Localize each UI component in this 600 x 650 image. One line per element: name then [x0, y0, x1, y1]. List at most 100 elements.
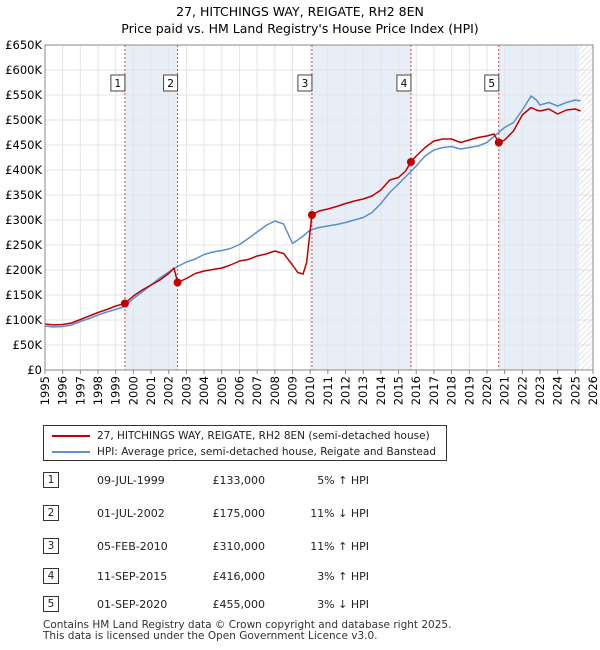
y-tick-label: £500K: [5, 113, 42, 127]
x-tick-label: 2007: [250, 376, 264, 405]
sale-number-badge: 5: [43, 596, 59, 612]
x-tick-label: 2010: [303, 376, 317, 405]
sale-number-badge: 2: [43, 505, 59, 521]
x-tick-label: 2026: [586, 376, 600, 405]
sale-date: 11-SEP-2015: [97, 570, 168, 583]
x-tick-label: 2016: [409, 376, 423, 405]
y-tick-label: £0: [27, 363, 42, 377]
x-tick-label: 2014: [374, 376, 388, 405]
y-tick-label: £450K: [5, 138, 42, 152]
x-tick-label: 2024: [551, 376, 565, 405]
x-tick-label: 1998: [91, 376, 105, 405]
x-tick-label: 2011: [321, 376, 335, 405]
y-tick-label: £200K: [5, 263, 42, 277]
x-tick-label: 2001: [144, 376, 158, 405]
x-tick-label: 2002: [162, 376, 176, 405]
table-row: 4 11-SEP-2015 £416,000 3% ↑ HPI: [43, 568, 463, 586]
sale-number-badge: 3: [43, 538, 59, 554]
legend-item-property: 27, HITCHINGS WAY, REIGATE, RH2 8EN (sem…: [52, 428, 430, 444]
sale-hpi-diff: 11% ↑ HPI: [310, 540, 369, 553]
sale-hpi-diff: 3% ↓ HPI: [317, 598, 369, 611]
table-row: 2 01-JUL-2002 £175,000 11% ↓ HPI: [43, 505, 463, 523]
price-chart: 27, HITCHINGS WAY, REIGATE, RH2 8EN Pric…: [5, 4, 600, 405]
sale-number-badge: 4: [43, 568, 59, 584]
y-tick-label: £350K: [5, 188, 42, 202]
x-tick-label: 2015: [392, 376, 406, 405]
table-row: 3 05-FEB-2010 £310,000 11% ↑ HPI: [43, 538, 463, 556]
x-axis: 1995 1996 1997 1998 1999 2000 2001 2002 2003 2004…: [38, 370, 600, 405]
hpi-line: [44, 95, 581, 328]
x-tick-label: 2021: [498, 376, 512, 405]
sale-badge-label: 5: [488, 78, 495, 90]
x-tick-label: 2017: [427, 376, 441, 405]
y-tick-label: £300K: [5, 213, 42, 227]
x-tick-label: 2006: [232, 376, 246, 405]
x-tick-label: 2003: [179, 376, 193, 405]
x-tick-label: 2025: [568, 376, 582, 405]
sale-hpi-diff: 5% ↑ HPI: [317, 474, 369, 487]
sale-point: [494, 138, 503, 147]
x-tick-label: 2022: [515, 376, 529, 405]
y-tick-label: £100K: [5, 313, 42, 327]
sale-point: [120, 299, 129, 308]
sale-period-band: [311, 45, 411, 370]
legend-property-label: 27, HITCHINGS WAY, REIGATE, RH2 8EN (sem…: [97, 430, 430, 442]
footer: Contains HM Land Registry data © Crown c…: [43, 620, 451, 642]
x-tick-label: 1999: [109, 376, 123, 405]
x-tick-label: 1996: [56, 376, 70, 405]
x-tick-label: 2009: [285, 376, 299, 405]
x-tick-label: 2018: [445, 376, 459, 405]
grid-lines: [44, 44, 594, 371]
x-tick-label: 2008: [268, 376, 282, 405]
sale-period-band: [498, 45, 579, 370]
sale-price: £133,000: [212, 474, 266, 487]
sale-price: £416,000: [212, 570, 266, 583]
sale-badge-box: [396, 74, 412, 92]
table-row: 5 01-SEP-2020 £455,000 3% ↓ HPI: [43, 596, 463, 614]
y-tick-label: £250K: [5, 238, 42, 252]
legend: 27, HITCHINGS WAY, REIGATE, RH2 8EN (sem…: [43, 425, 447, 461]
chart-subtitle: Price paid vs. HM Land Registry's House …: [121, 21, 478, 36]
sale-points: [120, 138, 503, 308]
sale-price: £310,000: [212, 540, 266, 553]
x-tick-label: 2000: [126, 376, 140, 405]
sale-badge-box: [110, 74, 126, 92]
sale-badge-box: [163, 74, 179, 92]
x-tick-label: 1997: [73, 376, 87, 405]
y-axis: £0 £50K £100K £150K £200K £250K £300K £350K £400…: [5, 38, 42, 377]
sale-hpi-diff: 11% ↓ HPI: [310, 507, 369, 520]
sale-marker-lines: [124, 45, 500, 370]
y-tick-label: £550K: [5, 88, 42, 102]
y-tick-label: £50K: [13, 338, 43, 352]
sale-hpi-diff: 3% ↑ HPI: [317, 570, 369, 583]
sale-point: [406, 158, 415, 166]
sale-point: [173, 278, 182, 287]
sale-date: 09-JUL-1999: [97, 474, 165, 487]
hpi-line-swatch: [52, 451, 90, 453]
sale-badge-label: 1: [115, 78, 122, 90]
sale-date: 05-FEB-2010: [97, 540, 168, 553]
forecast-region: [578, 45, 593, 370]
x-tick-label: 2004: [197, 376, 211, 405]
sale-badges: 1 2 3 4 5: [110, 74, 500, 92]
forecast-hatch: [578, 45, 593, 370]
x-tick-label: 2023: [533, 376, 547, 405]
sale-badge-box: [484, 74, 500, 92]
x-tick-label: 2020: [480, 376, 494, 405]
sale-badge-label: 4: [401, 78, 408, 90]
sale-badge-box: [297, 74, 313, 92]
sale-point: [307, 211, 316, 219]
plot-frame: [44, 44, 594, 371]
x-tick-label: 1995: [38, 376, 52, 405]
y-tick-label: £600K: [5, 63, 42, 77]
y-tick-label: £400K: [5, 163, 42, 177]
sale-price: £455,000: [212, 598, 266, 611]
legend-item-hpi: HPI: Average price, semi-detached house,…: [52, 444, 436, 460]
property-line-swatch: [52, 435, 90, 437]
sale-price: £175,000: [212, 507, 266, 520]
legend-hpi-label: HPI: Average price, semi-detached house,…: [97, 446, 436, 458]
sale-period-bands: [124, 45, 579, 370]
chart-title: 27, HITCHINGS WAY, REIGATE, RH2 8EN: [176, 4, 424, 19]
sale-date: 01-SEP-2020: [97, 598, 168, 611]
licence-text: This data is licensed under the Open Gov…: [43, 630, 378, 642]
